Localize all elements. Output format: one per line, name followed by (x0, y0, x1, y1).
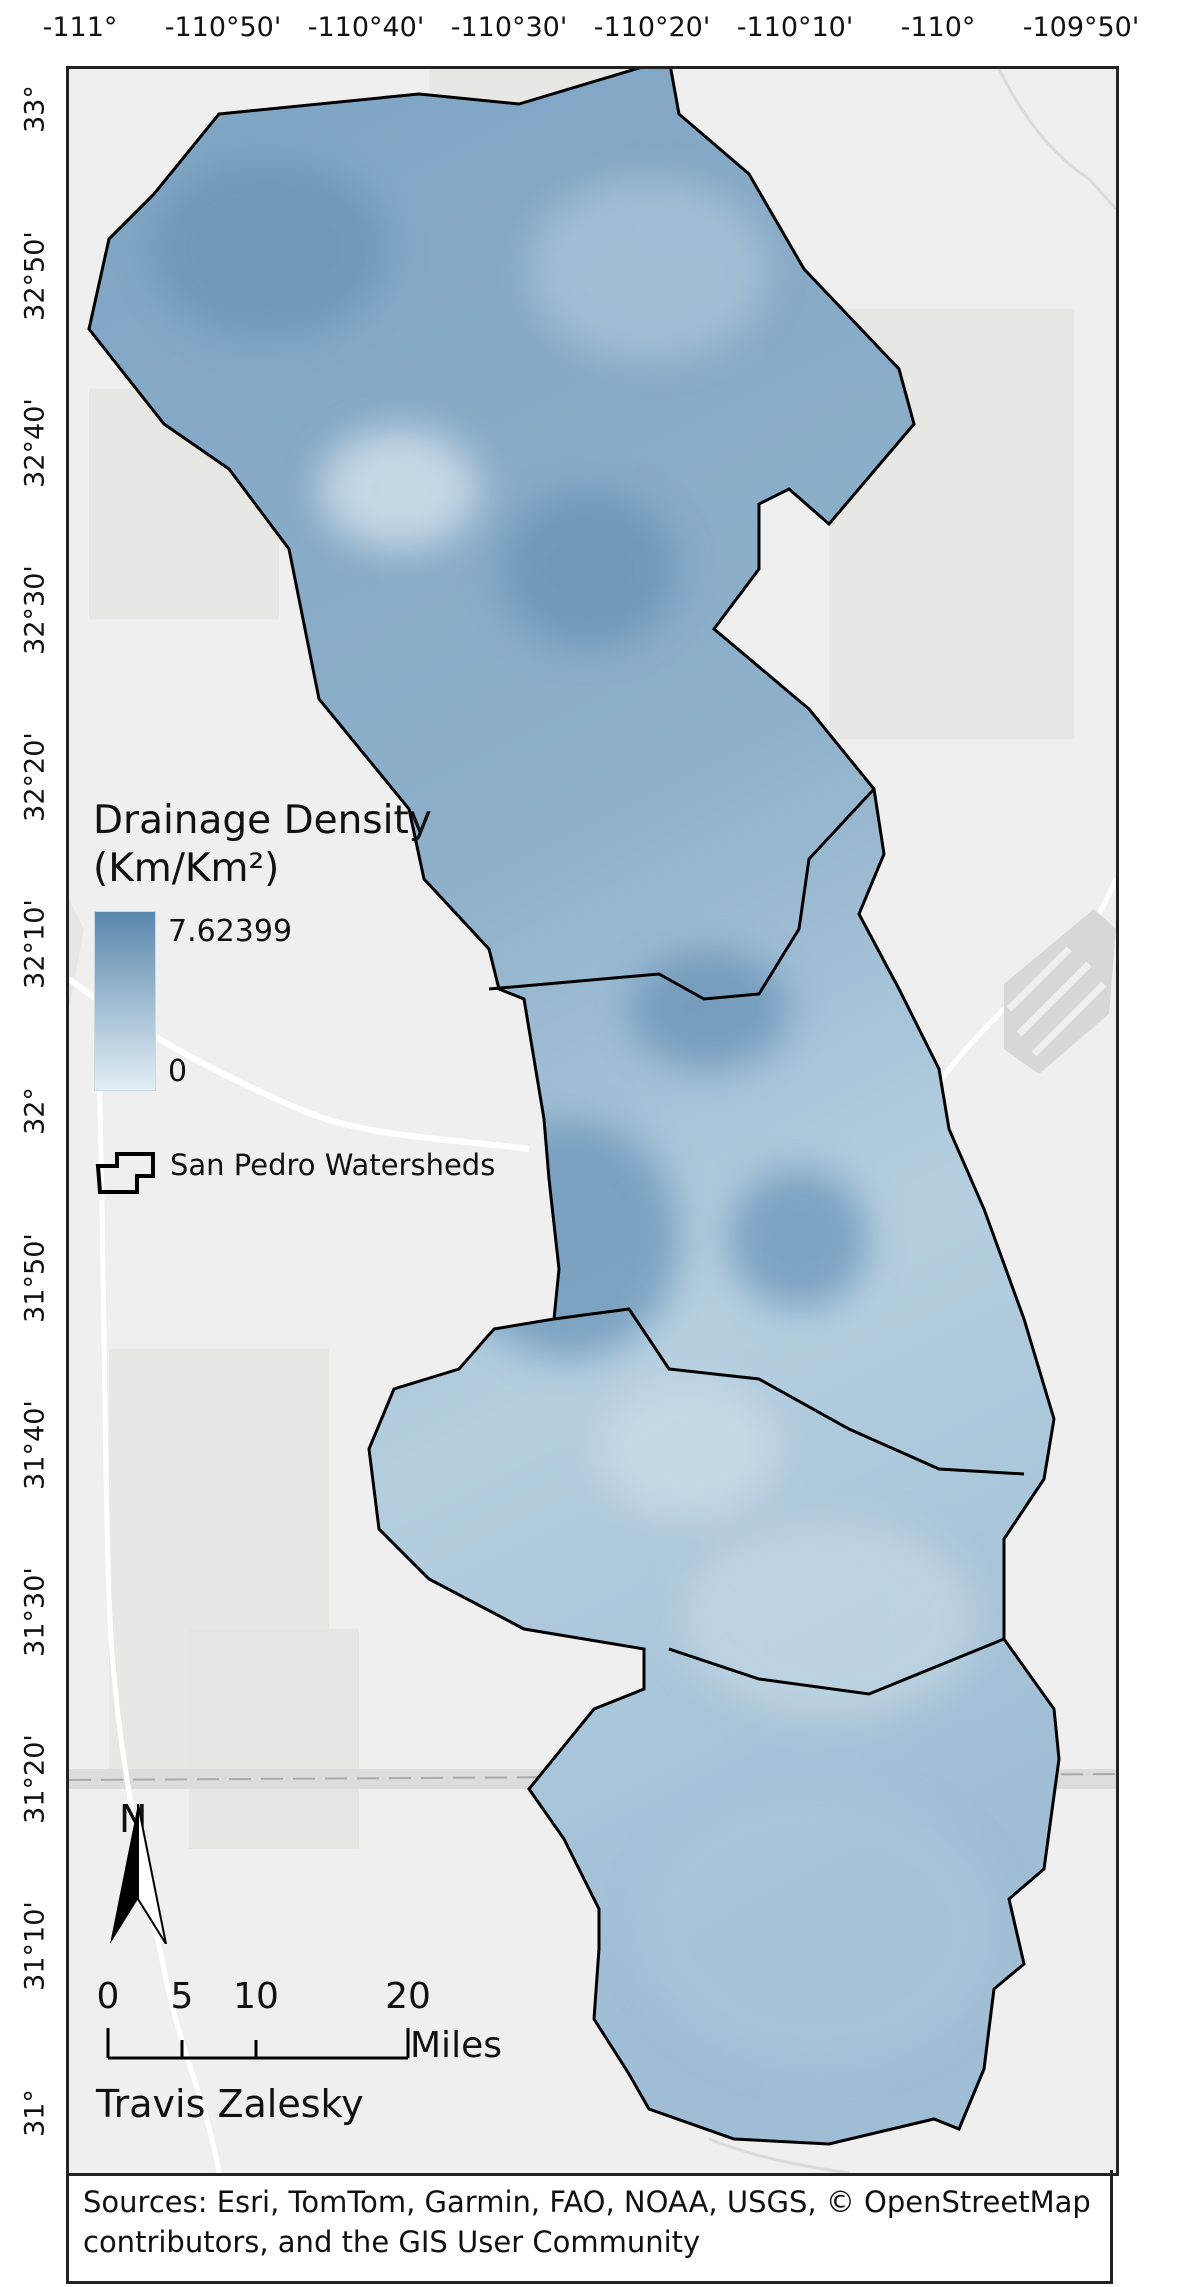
hatched-zone-lines (1006, 946, 1107, 1057)
longitude-label: -111° (42, 12, 118, 43)
watershed-outline-swatch (95, 1152, 155, 1194)
scale-unit: Miles (410, 2025, 502, 2066)
longitude-label: -110°20' (593, 12, 711, 43)
map-frame[interactable] (66, 66, 1119, 2176)
latitude-label: 31°10' (19, 1901, 51, 1991)
legend-max-value: 7.62399 (168, 914, 293, 949)
latitude-label: 32°40' (19, 398, 51, 488)
longitude-label: -110°40' (307, 12, 425, 43)
longitude-label: -110°30' (450, 12, 568, 43)
author-credit: Travis Zalesky (96, 2082, 364, 2126)
basemap-landcover (69, 899, 84, 1009)
latitude-label: 32°30' (19, 565, 51, 655)
road-line (708, 2137, 850, 2173)
longitude-label: -110°10' (736, 12, 854, 43)
legend-title: Drainage Density (Km/Km²) (93, 797, 432, 893)
longitude-axis: -111° -110°50' -110°40' -110°30' -110°20… (0, 0, 1179, 66)
scale-bar (106, 2028, 410, 2060)
legend-color-ramp (94, 911, 156, 1091)
longitude-label: -110° (900, 12, 976, 43)
scale-label: 5 (170, 1976, 194, 2017)
latitude-label: 32°10' (19, 899, 51, 989)
latitude-label: 32°20' (19, 732, 51, 822)
longitude-label: -110°50' (164, 12, 282, 43)
longitude-label: -109°50' (1022, 12, 1140, 43)
latitude-label: 33° (19, 85, 51, 133)
latitude-label: 32°50' (19, 231, 51, 321)
legend-title-line: Drainage Density (93, 798, 432, 843)
san-pedro-watersheds (87, 69, 1061, 2146)
latitude-label: 31°50' (19, 1233, 51, 1323)
sources-text: Sources: Esri, TomTom, Garmin, FAO, NOAA… (66, 2170, 1113, 2284)
latitude-label: 31° (19, 2089, 51, 2137)
road-line (997, 69, 1116, 211)
legend-title-units: (Km/Km²) (93, 846, 280, 891)
legend-watershed-label: San Pedro Watersheds (170, 1148, 496, 1182)
watershed-map[interactable] (69, 69, 1116, 2173)
scale-label: 20 (385, 1976, 431, 2017)
north-arrow-icon (110, 1804, 167, 1944)
latitude-label: 32° (19, 1087, 51, 1135)
scale-label: 0 (96, 1976, 120, 2017)
legend-min-value: 0 (168, 1054, 188, 1089)
latitude-label: 31°40' (19, 1400, 51, 1490)
scale-label: 10 (233, 1976, 279, 2017)
latitude-label: 31°20' (19, 1734, 51, 1824)
basemap-landcover (189, 1629, 359, 1849)
latitude-label: 31°30' (19, 1567, 51, 1657)
